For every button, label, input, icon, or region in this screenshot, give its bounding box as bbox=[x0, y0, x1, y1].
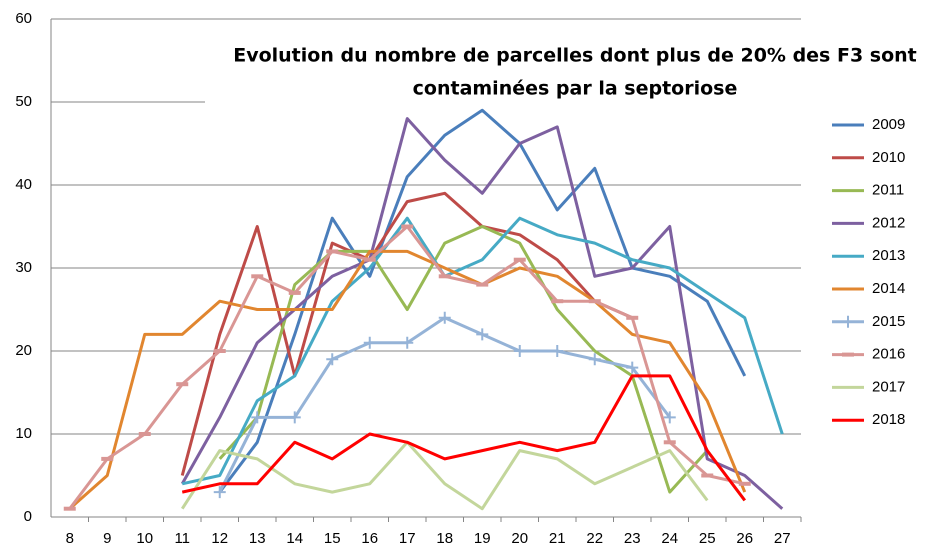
y-tick-label: 10 bbox=[15, 425, 32, 442]
series-line bbox=[218, 108, 747, 494]
point-marker bbox=[626, 361, 639, 374]
legend-label: 2017 bbox=[872, 378, 905, 395]
point-marker bbox=[476, 328, 489, 341]
series-line bbox=[181, 216, 784, 486]
point-marker bbox=[401, 336, 414, 349]
legend-label: 2015 bbox=[872, 313, 905, 330]
point-marker bbox=[588, 353, 601, 366]
series-line bbox=[181, 374, 746, 502]
x-tick-label: 16 bbox=[361, 530, 378, 547]
legend-label: 2009 bbox=[872, 116, 905, 133]
x-tick-label: 24 bbox=[661, 530, 678, 547]
x-tick-label: 11 bbox=[174, 530, 190, 547]
point-marker bbox=[663, 411, 676, 424]
legend-label: 2016 bbox=[872, 346, 905, 363]
legend-label: 2011 bbox=[872, 182, 904, 199]
x-tick-label: 25 bbox=[699, 530, 716, 547]
y-tick-label: 50 bbox=[15, 93, 32, 110]
legend-label: 2010 bbox=[872, 149, 905, 166]
x-tick-label: 22 bbox=[586, 530, 603, 547]
point-marker bbox=[363, 336, 376, 349]
point-marker bbox=[251, 411, 264, 424]
x-tick-label: 20 bbox=[511, 530, 528, 547]
point-marker bbox=[326, 353, 339, 366]
series-line bbox=[180, 440, 709, 511]
y-tick-label: 60 bbox=[15, 10, 32, 27]
x-tick-label: 23 bbox=[624, 530, 641, 547]
series-line bbox=[180, 117, 784, 510]
series-line bbox=[68, 225, 746, 510]
x-tick-label: 9 bbox=[103, 530, 111, 547]
x-tick-label: 10 bbox=[136, 530, 153, 547]
x-tick-label: 18 bbox=[436, 530, 453, 547]
title-backdrop bbox=[205, 32, 933, 104]
point-marker bbox=[513, 345, 526, 357]
legend-label: 2018 bbox=[872, 411, 905, 428]
point-marker bbox=[213, 486, 226, 499]
chart-title: contaminées par la septoriose bbox=[413, 78, 738, 100]
x-tick-label: 12 bbox=[211, 530, 228, 547]
series-line bbox=[180, 191, 633, 476]
legend-marker bbox=[842, 315, 854, 328]
x-tick-label: 15 bbox=[324, 530, 341, 547]
y-tick-label: 30 bbox=[15, 259, 32, 276]
x-tick-label: 27 bbox=[774, 530, 791, 547]
point-marker bbox=[551, 345, 564, 357]
y-tick-label: 0 bbox=[24, 508, 32, 525]
series-line bbox=[218, 225, 746, 502]
x-tick-label: 17 bbox=[399, 530, 416, 547]
x-tick-label: 21 bbox=[549, 530, 566, 547]
legend-label: 2012 bbox=[872, 214, 905, 231]
x-tick-label: 19 bbox=[474, 530, 491, 547]
x-tick-label: 26 bbox=[736, 530, 753, 547]
series-line bbox=[68, 249, 747, 510]
x-tick-label: 14 bbox=[286, 530, 303, 547]
y-tick-label: 20 bbox=[15, 342, 32, 359]
legend-label: 2014 bbox=[872, 280, 905, 297]
x-tick-label: 13 bbox=[249, 530, 266, 547]
x-tick-label: 8 bbox=[66, 530, 74, 547]
legend-label: 2013 bbox=[872, 247, 905, 264]
chart-title: Evolution du nombre de parcelles dont pl… bbox=[233, 45, 917, 67]
point-marker bbox=[438, 311, 451, 324]
y-tick-label: 40 bbox=[15, 176, 32, 193]
point-marker bbox=[288, 411, 301, 424]
